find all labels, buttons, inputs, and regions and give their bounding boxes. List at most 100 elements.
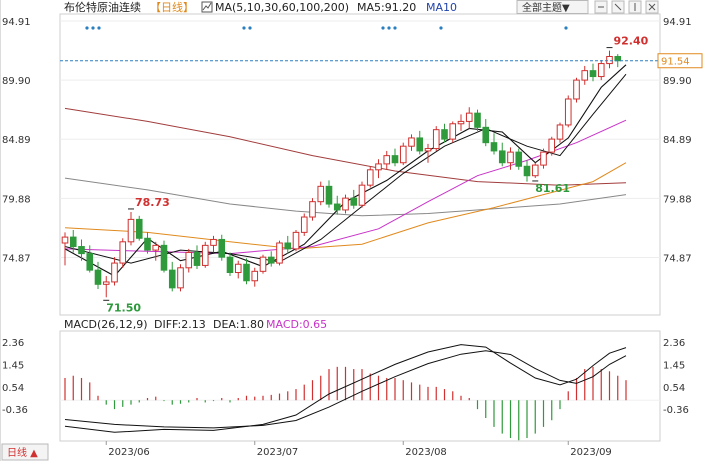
macd-panel-frame <box>59 330 661 442</box>
close-icon-mark-b <box>648 3 656 11</box>
extreme-label: 71.50 <box>106 301 141 314</box>
candle-down <box>490 142 498 152</box>
period-label: 【日线】 <box>150 0 194 14</box>
last-price-box <box>657 53 703 69</box>
extreme-label: 81.61 <box>535 182 570 195</box>
theme-menu-label: 全部主题▼ <box>522 1 570 14</box>
candle-down <box>86 253 94 271</box>
candle-down <box>350 197 358 206</box>
ma-params-label: MA(5,10,30,60,100,200) <box>215 1 349 14</box>
macd-diff-value: DIFF:2.13 <box>154 318 206 331</box>
candle-down <box>474 112 481 128</box>
candle-up <box>201 244 209 266</box>
period-button[interactable] <box>1 443 49 461</box>
candle-up <box>358 184 366 206</box>
price-axis-right-label: 84.89 <box>663 135 692 146</box>
extreme-label: 92.40 <box>614 35 649 48</box>
candle-up <box>342 197 349 211</box>
candle-down <box>284 242 292 250</box>
candle-up <box>102 281 110 285</box>
candle-up <box>259 256 267 272</box>
candle-up <box>366 169 374 186</box>
price-axis-right-label: 79.88 <box>663 194 692 205</box>
candle-up <box>597 63 605 78</box>
price-axis-left-label: 84.89 <box>2 135 31 146</box>
candle-down <box>614 55 622 62</box>
macd-axis-right-label: 2.36 <box>663 338 685 349</box>
candle-up <box>234 263 242 274</box>
candle-up <box>465 112 473 122</box>
candle-down <box>69 236 77 248</box>
price-panel-frame <box>59 13 661 316</box>
candle-down <box>218 238 226 258</box>
candle-up <box>61 236 69 244</box>
macd-axis-left-label: -0.36 <box>2 405 28 416</box>
candle-down <box>498 150 506 164</box>
candle-up <box>210 238 217 246</box>
candle-up <box>531 164 539 177</box>
candle-up <box>432 129 440 150</box>
macd-dea-line <box>64 350 627 429</box>
ma-indicator-icon-stroke <box>202 2 212 11</box>
candle-down <box>441 129 448 140</box>
candle-up <box>540 151 547 166</box>
macd-axis-left-label: 2.36 <box>2 338 24 349</box>
period-button-label: 日线 ▲ <box>7 446 38 459</box>
ma5-value: MA5:91.20 <box>357 1 416 14</box>
candle-down <box>391 155 399 164</box>
candle-down <box>78 246 85 255</box>
candle-up <box>276 242 283 264</box>
candle-up <box>556 124 564 140</box>
candle-up <box>399 145 407 164</box>
price-axis-left-label: 74.87 <box>2 254 31 265</box>
macd-diff-line <box>64 344 627 433</box>
chart-plot-layer: 94.91 94.91 89.90 89.90 84.89 84.89 79.88 79.88… <box>2 17 703 458</box>
candle-up <box>573 79 580 100</box>
macd-axis-left-label: 0.54 <box>2 383 24 394</box>
macd-title: MACD(26,12,9) <box>64 318 148 331</box>
candle-down <box>135 218 143 239</box>
x-axis-label: 2023/09 <box>570 447 612 458</box>
macd-value: MACD:0.65 <box>266 318 327 331</box>
candle-up <box>507 151 514 164</box>
macd-axis-right-label: -0.36 <box>663 405 689 416</box>
candle-down <box>515 151 523 167</box>
ma10-line <box>64 73 627 264</box>
instrument-title: 布伦特原油连续 <box>64 0 141 14</box>
ma100-line <box>64 177 627 217</box>
candle-up <box>383 155 391 165</box>
x-axis-label: 2023/07 <box>257 447 299 458</box>
ma60-line <box>64 162 627 250</box>
candle-down <box>160 244 168 271</box>
ma200-line <box>64 107 627 186</box>
candle-down <box>482 126 490 144</box>
candle-up <box>548 138 556 153</box>
candle-down <box>144 237 151 251</box>
x-axis-label: 2023/06 <box>108 447 150 458</box>
candle-up <box>457 120 465 125</box>
candle-up <box>581 70 589 81</box>
candle-up <box>449 123 457 140</box>
candle-down <box>94 269 102 285</box>
candle-up <box>564 98 572 126</box>
candle-up <box>300 216 308 233</box>
candle-up <box>127 218 135 243</box>
candle-up <box>111 262 118 283</box>
candle-down <box>589 70 597 78</box>
candle-up <box>424 148 432 152</box>
candle-down <box>416 137 424 152</box>
theme-menu-button[interactable] <box>516 0 589 14</box>
macd-axis-right-label: 0.54 <box>663 383 685 394</box>
ma-indicator-icon[interactable] <box>201 1 213 13</box>
toolbar-icons <box>594 0 659 14</box>
macd-dea-value: DEA:1.80 <box>213 318 264 331</box>
candle-up <box>309 201 316 218</box>
candle-down <box>325 185 333 205</box>
candle-up <box>606 55 613 65</box>
candle-down <box>193 251 201 266</box>
price-axis-left-label: 94.91 <box>2 17 31 28</box>
price-axis-left-label: 79.88 <box>2 194 31 205</box>
ma10-label: MA10 <box>426 1 457 14</box>
